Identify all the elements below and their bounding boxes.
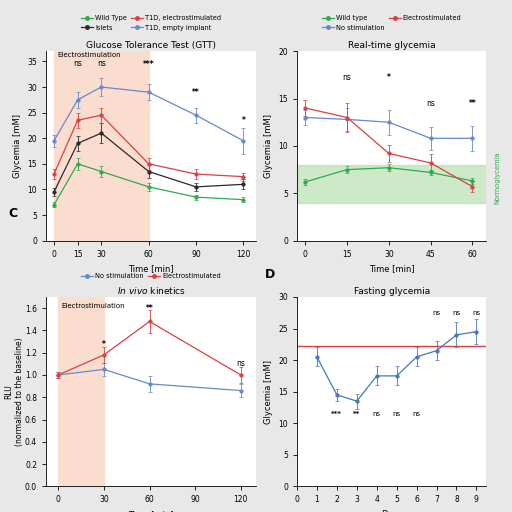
Text: **: ** xyxy=(353,411,360,417)
Bar xyxy=(54,51,148,241)
Title: Fasting glycemia: Fasting glycemia xyxy=(354,287,430,296)
Bar xyxy=(58,297,104,486)
Text: *: * xyxy=(102,340,106,349)
Text: ns: ns xyxy=(237,359,245,368)
Text: C: C xyxy=(8,207,17,220)
Text: ***: *** xyxy=(331,411,343,417)
Text: ns: ns xyxy=(426,99,435,108)
Title: $\it{In\ vivo}$ kinetics: $\it{In\ vivo}$ kinetics xyxy=(117,285,185,296)
Text: ***: *** xyxy=(143,59,155,69)
Y-axis label: Glycemia [mM]: Glycemia [mM] xyxy=(13,114,22,178)
Bar xyxy=(297,165,486,203)
Text: *: * xyxy=(242,116,245,125)
Text: ns: ns xyxy=(393,411,401,417)
Legend: Wild Type, Islets, T1D, electrostimulated, T1D, empty implant: Wild Type, Islets, T1D, electrostimulate… xyxy=(81,15,221,31)
Text: *: * xyxy=(387,73,391,82)
Title: Real-time glycemia: Real-time glycemia xyxy=(348,41,436,50)
Text: ns: ns xyxy=(73,59,82,69)
Title: Glucose Tolerance Test (GTT): Glucose Tolerance Test (GTT) xyxy=(86,41,216,50)
Y-axis label: Glycemia [mM]: Glycemia [mM] xyxy=(264,114,273,178)
X-axis label: Time [min]: Time [min] xyxy=(128,510,174,512)
X-axis label: Days: Days xyxy=(381,510,402,512)
Text: D: D xyxy=(265,268,275,281)
Y-axis label: RLU
(normalized to the baseline): RLU (normalized to the baseline) xyxy=(4,337,24,446)
Text: ns: ns xyxy=(97,59,106,69)
Y-axis label: Glycemia [mM]: Glycemia [mM] xyxy=(264,359,272,424)
Legend: Wild type, No stimulation, Electrostimulated: Wild type, No stimulation, Electrostimul… xyxy=(322,15,461,31)
Text: Electrostimulation: Electrostimulation xyxy=(57,52,121,58)
Text: ns: ns xyxy=(343,73,352,82)
Text: Normoglycemia: Normoglycemia xyxy=(494,152,500,204)
Text: Electrostimulation: Electrostimulation xyxy=(61,303,125,309)
Text: **: ** xyxy=(192,88,200,97)
Text: ns: ns xyxy=(373,411,381,417)
Text: ns: ns xyxy=(433,310,441,316)
Text: ns: ns xyxy=(413,411,421,417)
Text: ns: ns xyxy=(453,310,461,316)
Text: **: ** xyxy=(145,304,154,313)
X-axis label: Time [min]: Time [min] xyxy=(369,264,415,273)
X-axis label: Time [min]: Time [min] xyxy=(128,264,174,273)
Legend: No stimulation, Electrostimulated: No stimulation, Electrostimulated xyxy=(81,273,221,280)
Text: **: ** xyxy=(468,99,476,108)
Text: ns: ns xyxy=(473,310,480,316)
